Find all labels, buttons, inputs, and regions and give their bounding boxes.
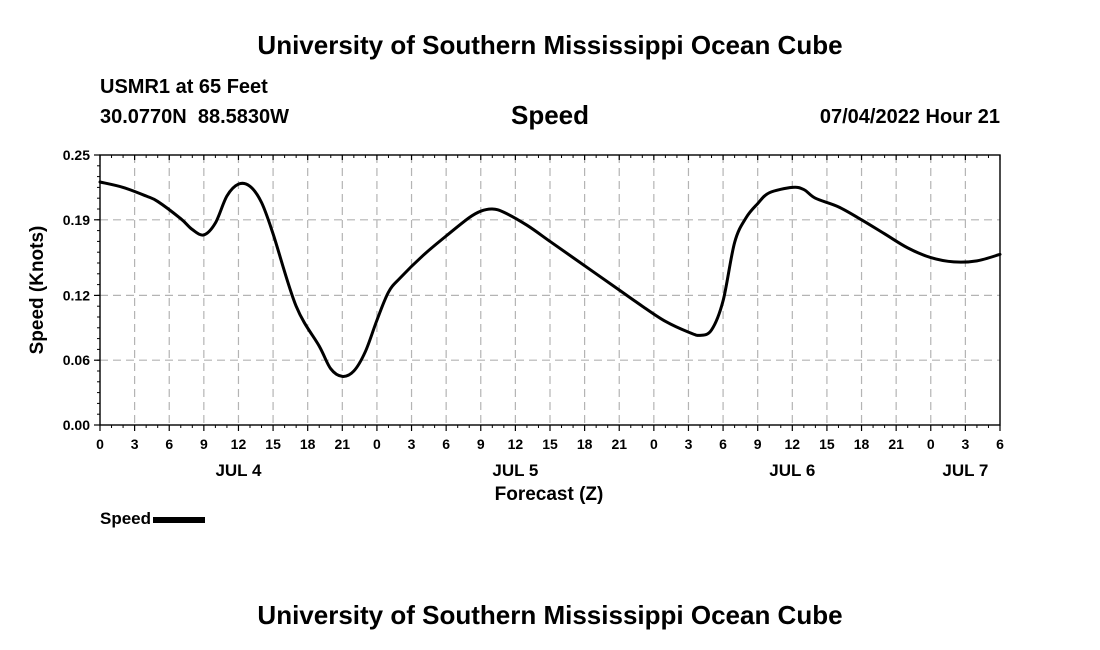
chart-grid — [100, 155, 1000, 425]
x-tick-label: 0 — [927, 436, 935, 452]
coordinates-label: 30.0770N 88.5830W — [100, 106, 290, 128]
y-tick-label: 0.19 — [63, 212, 90, 228]
x-tick-label: 15 — [819, 436, 835, 452]
y-tick-label: 0.12 — [63, 287, 90, 303]
x-tick-label: 21 — [611, 436, 627, 452]
x-tick-label: 6 — [719, 436, 727, 452]
y-tick-label: 0.06 — [63, 352, 90, 368]
day-label: JUL 4 — [215, 461, 262, 480]
x-axis-label: Forecast (Z) — [495, 484, 604, 505]
x-tick-label: 18 — [854, 436, 870, 452]
x-tick-label: 18 — [300, 436, 316, 452]
y-axis-label: Speed (Knots) — [27, 226, 48, 355]
legend-label: Speed — [100, 509, 152, 528]
footer-title: University of Southern Mississippi Ocean… — [257, 600, 843, 630]
x-axis: 0 3 6 9 12 15 18 21 0 3 6 9 12 15 18 21 0 3 6 9 12 15 18 21 0 3 6J… — [96, 155, 1004, 480]
x-tick-label: 12 — [785, 436, 801, 452]
x-tick-label: 6 — [996, 436, 1004, 452]
x-tick-label: 21 — [888, 436, 904, 452]
day-label: JUL 7 — [942, 461, 988, 480]
x-tick-label: 3 — [961, 436, 969, 452]
y-tick-label: 0.00 — [63, 417, 90, 433]
legend-swatch — [153, 516, 206, 523]
x-tick-label: 9 — [477, 436, 485, 452]
forecast-datetime: 07/04/2022 Hour 21 — [819, 106, 1000, 128]
x-tick-label: 21 — [335, 436, 351, 452]
x-tick-label: 12 — [231, 436, 247, 452]
y-tick-label: 0.25 — [63, 147, 90, 163]
legend: Speed — [100, 509, 206, 529]
station-label: USMR1 at 65 Feet — [100, 76, 268, 98]
page-title: University of Southern Mississippi Ocean… — [257, 30, 843, 60]
x-tick-label: 0 — [373, 436, 381, 452]
x-tick-label: 6 — [165, 436, 173, 452]
x-tick-label: 18 — [577, 436, 593, 452]
speed-chart: 0.25 0.19 0.12 0.06 0.00 0 3 6 9 12 15 18 21 0 3 6 9 12 1… — [27, 147, 1004, 505]
day-label: JUL 6 — [769, 461, 815, 480]
x-tick-label: 15 — [265, 436, 281, 452]
x-tick-label: 9 — [754, 436, 762, 452]
x-tick-label: 0 — [96, 436, 104, 452]
x-tick-label: 3 — [131, 436, 139, 452]
x-tick-label: 3 — [685, 436, 693, 452]
y-axis: 0.25 0.19 0.12 0.06 0.00 — [63, 147, 100, 433]
x-tick-label: 12 — [508, 436, 524, 452]
x-tick-label: 3 — [408, 436, 416, 452]
series-line-speed — [98, 180, 1002, 378]
x-tick-label: 6 — [442, 436, 450, 452]
x-tick-label: 9 — [200, 436, 208, 452]
series-layer — [98, 180, 1002, 378]
chart-title: Speed — [510, 100, 590, 130]
x-tick-label: 0 — [650, 436, 658, 452]
x-tick-label: 15 — [542, 436, 558, 452]
day-label: JUL 5 — [492, 461, 538, 480]
